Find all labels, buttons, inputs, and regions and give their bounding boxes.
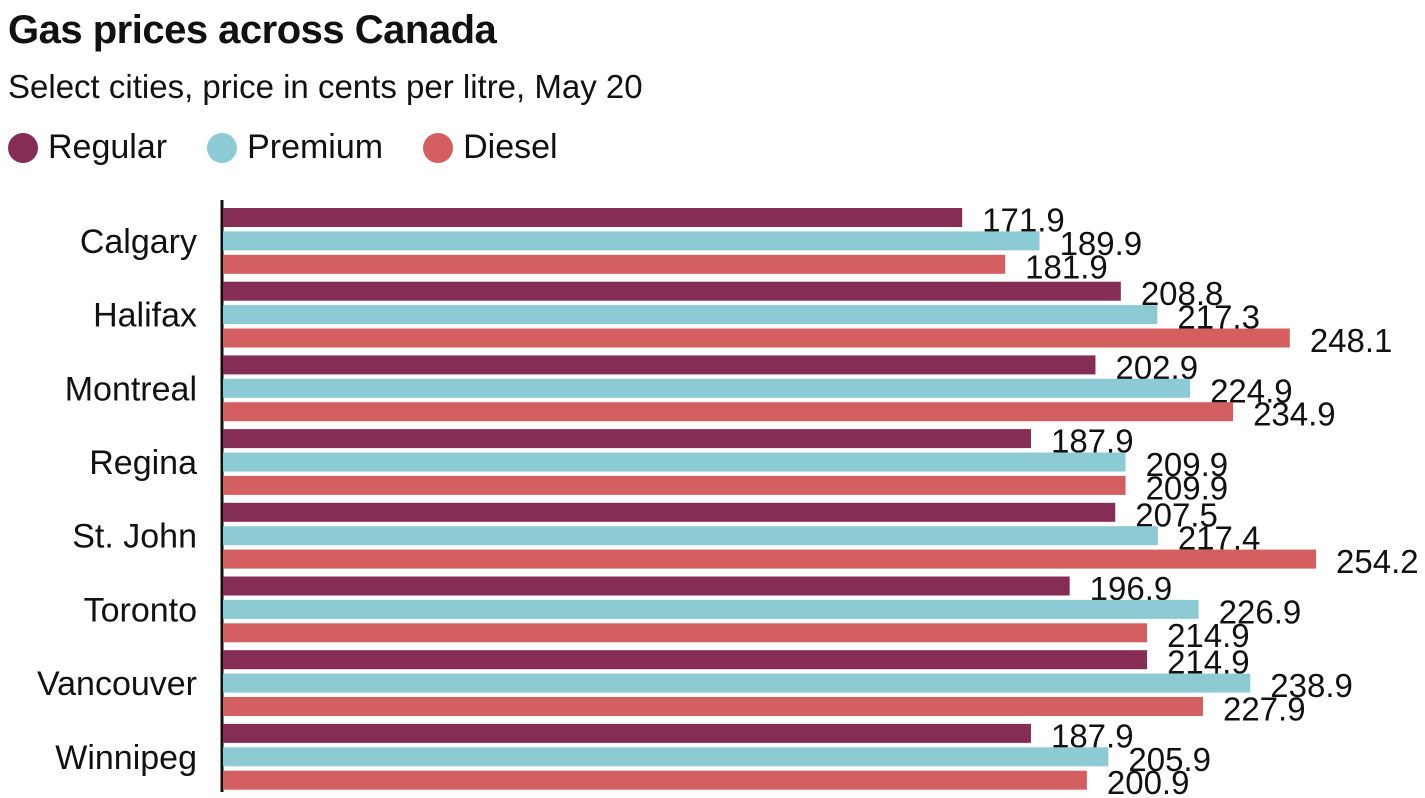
value-label-winnipeg-diesel: 200.9: [1107, 764, 1190, 798]
category-label-calgary: Calgary: [80, 223, 197, 261]
category-label-halifax: Halifax: [93, 297, 197, 335]
value-label-vancouver-diesel: 227.9: [1223, 691, 1306, 728]
bar-st-john-premium: [223, 526, 1158, 546]
bar-vancouver-regular: [223, 650, 1148, 670]
bar-montreal-diesel: [223, 402, 1234, 422]
bar-regina-premium: [223, 452, 1126, 472]
bar-halifax-diesel: [223, 328, 1290, 348]
legend-swatch-premium: [207, 132, 238, 163]
category-label-st-john: St. John: [72, 518, 197, 556]
legend-swatch-regular: [8, 132, 38, 163]
bar-winnipeg-diesel: [223, 770, 1087, 790]
value-label-regina-diesel: 209.9: [1146, 469, 1229, 506]
bar-vancouver-premium: [223, 673, 1251, 693]
legend-label-premium: Premium: [247, 128, 384, 166]
legend-item-diesel: Diesel: [423, 128, 558, 167]
bar-st-john-regular: [223, 502, 1116, 522]
category-label-montreal: Montreal: [65, 370, 197, 408]
value-label-winnipeg-premium: 205.9: [1128, 741, 1211, 778]
value-label-toronto-diesel: 214.9: [1167, 617, 1250, 654]
chart-title: Gas prices across Canada: [8, 8, 497, 52]
bar-calgary-regular: [223, 208, 963, 227]
category-label-regina: Regina: [89, 444, 197, 482]
bar-calgary-premium: [223, 231, 1040, 251]
bar-winnipeg-regular: [223, 723, 1031, 743]
bar-winnipeg-premium: [223, 747, 1109, 767]
value-label-halifax-diesel: 248.1: [1310, 322, 1393, 359]
value-label-vancouver-premium: 238.9: [1270, 667, 1353, 704]
value-label-calgary-premium: 189.9: [1060, 225, 1143, 262]
bar-montreal-regular: [223, 355, 1096, 375]
bar-toronto-regular: [223, 576, 1070, 596]
legend-item-premium: Premium: [207, 128, 383, 167]
value-label-regina-premium: 209.9: [1146, 446, 1229, 483]
bar-st-john-diesel: [223, 549, 1317, 569]
legend-swatch-diesel: [423, 132, 454, 163]
legend-item-regular: Regular: [8, 128, 167, 167]
bar-montreal-premium: [223, 378, 1191, 398]
category-label-vancouver: Vancouver: [37, 665, 197, 703]
legend-label-regular: Regular: [48, 128, 168, 166]
bar-halifax-regular: [223, 281, 1121, 301]
bar-regina-diesel: [223, 475, 1126, 495]
legend: Regular Premium Diesel: [8, 128, 598, 167]
bar-toronto-premium: [223, 599, 1199, 619]
bar-halifax-premium: [223, 305, 1158, 325]
value-label-montreal-diesel: 234.9: [1253, 396, 1336, 433]
value-label-calgary-diesel: 181.9: [1025, 248, 1108, 285]
category-label-winnipeg: Winnipeg: [55, 739, 197, 777]
chart-subtitle: Select cities, price in cents per litre,…: [8, 68, 643, 105]
category-label-toronto: Toronto: [84, 591, 197, 629]
bar-toronto-diesel: [223, 623, 1148, 643]
value-label-toronto-premium: 226.9: [1219, 593, 1302, 630]
bar-calgary-diesel: [223, 254, 1006, 274]
value-label-st-john-diesel: 254.2: [1336, 543, 1419, 580]
legend-label-diesel: Diesel: [463, 128, 558, 166]
bar-regina-regular: [223, 429, 1031, 449]
bar-vancouver-diesel: [223, 697, 1203, 716]
